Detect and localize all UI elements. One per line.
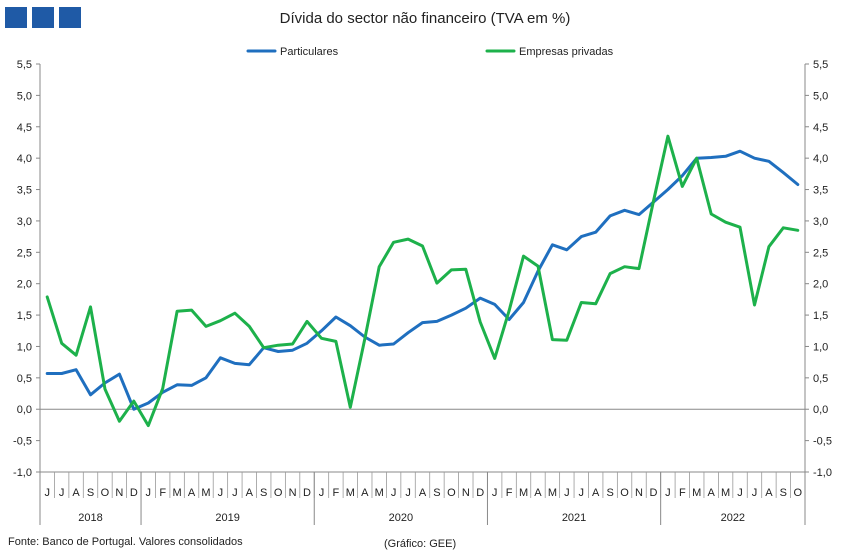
y-tick-label-left: 5,5	[17, 59, 32, 71]
y-tick-label-right: 5,5	[813, 59, 828, 71]
month-label: A	[708, 487, 716, 499]
y-tick-label-left: 5,0	[17, 90, 32, 102]
y-tick-label-left: 3,5	[17, 185, 32, 197]
y-tick-label-right: 1,0	[813, 341, 828, 353]
month-label: O	[794, 487, 803, 499]
series-line-particulares	[45, 149, 800, 411]
month-label: A	[72, 487, 80, 499]
month-label: M	[375, 487, 384, 499]
logo-block-1	[5, 7, 27, 28]
month-label: A	[419, 487, 427, 499]
month-label: J	[319, 487, 325, 499]
month-label: J	[665, 487, 671, 499]
y-tick-label-right: 0,5	[813, 373, 828, 385]
month-label: S	[433, 487, 440, 499]
month-label: A	[188, 487, 196, 499]
month-label: M	[201, 487, 210, 499]
month-label: D	[649, 487, 657, 499]
month-label: O	[274, 487, 283, 499]
month-label: J	[579, 487, 585, 499]
month-label: M	[692, 487, 701, 499]
graphic-credit: (Gráfico: GEE)	[384, 538, 457, 550]
month-label: F	[679, 487, 686, 499]
y-tick-label-right: 2,5	[813, 247, 828, 259]
y-tick-label-right: 3,0	[813, 216, 828, 228]
month-label: O	[447, 487, 456, 499]
month-label: N	[115, 487, 123, 499]
logo-block-3	[59, 7, 81, 28]
month-label: J	[232, 487, 238, 499]
legend-label: Particulares	[280, 46, 339, 58]
y-tick-label-left: 1,5	[17, 310, 32, 322]
month-label: N	[289, 487, 297, 499]
y-tick-label-right: -1,0	[813, 467, 832, 479]
month-label: A	[765, 487, 773, 499]
y-tick-label-left: 0,5	[17, 373, 32, 385]
month-label: J	[391, 487, 397, 499]
year-label: 2021	[562, 512, 586, 524]
month-label: D	[303, 487, 311, 499]
y-tick-label-left: 3,0	[17, 216, 32, 228]
month-label: J	[405, 487, 411, 499]
month-label: J	[218, 487, 224, 499]
month-label: J	[492, 487, 498, 499]
month-label: S	[87, 487, 94, 499]
month-label: J	[564, 487, 570, 499]
logo-block-2	[32, 7, 54, 28]
y-tick-label-right: 0,0	[813, 404, 828, 416]
y-tick-label-right: 5,0	[813, 90, 828, 102]
legend-label: Empresas privadas	[519, 46, 614, 58]
year-label: 2019	[215, 512, 239, 524]
month-label: N	[462, 487, 470, 499]
y-tick-label-left: 1,0	[17, 341, 32, 353]
y-tick-label-left: -1,0	[13, 467, 32, 479]
series-line-empresas-privadas	[45, 134, 800, 428]
month-label: M	[346, 487, 355, 499]
y-tick-label-left: 2,5	[17, 247, 32, 259]
month-label: J	[59, 487, 65, 499]
month-label: A	[534, 487, 542, 499]
month-label: O	[620, 487, 629, 499]
y-tick-label-left: 0,0	[17, 404, 32, 416]
y-tick-label-left: 4,0	[17, 153, 32, 165]
month-label: N	[635, 487, 643, 499]
y-tick-label-right: 2,0	[813, 279, 828, 291]
source-note: Fonte: Banco de Portugal. Valores consol…	[8, 536, 243, 548]
month-label: F	[333, 487, 340, 499]
month-label: D	[130, 487, 138, 499]
chart-title: Dívida do sector não financeiro (TVA em …	[279, 10, 571, 27]
y-tick-label-right: -0,5	[813, 436, 832, 448]
month-label: M	[173, 487, 182, 499]
month-label: A	[246, 487, 254, 499]
month-label: A	[361, 487, 369, 499]
month-label: M	[519, 487, 528, 499]
month-label: J	[752, 487, 758, 499]
y-tick-label-right: 4,5	[813, 122, 828, 134]
y-tick-label-left: 2,0	[17, 279, 32, 291]
month-label: A	[592, 487, 600, 499]
month-label: M	[548, 487, 557, 499]
y-tick-label-right: 3,5	[813, 185, 828, 197]
month-label: S	[260, 487, 267, 499]
month-label: J	[737, 487, 743, 499]
y-tick-label-right: 1,5	[813, 310, 828, 322]
month-label: O	[101, 487, 110, 499]
y-tick-label-left: 4,5	[17, 122, 32, 134]
year-label: 2022	[721, 512, 745, 524]
month-label: F	[159, 487, 166, 499]
y-tick-label-left: -0,5	[13, 436, 32, 448]
year-label: 2018	[78, 512, 102, 524]
month-label: S	[606, 487, 613, 499]
month-label: F	[506, 487, 513, 499]
month-label: D	[476, 487, 484, 499]
month-label: S	[780, 487, 787, 499]
month-label: J	[146, 487, 152, 499]
month-label: M	[721, 487, 730, 499]
year-label: 2020	[389, 512, 413, 524]
month-label: J	[44, 487, 50, 499]
y-tick-label-right: 4,0	[813, 153, 828, 165]
